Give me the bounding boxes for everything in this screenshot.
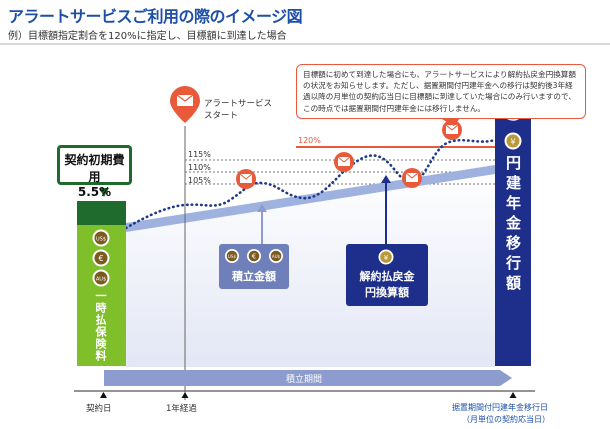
initial-cost-block [77,201,126,225]
level-110-label: 110% [188,163,211,172]
keiyaku-cost-title: 契約初期費用 [64,153,125,184]
keiyaku-cost-rate: 5.5% [77,185,112,199]
period-arrow [104,370,512,386]
keiyaku-cost-callout: 契約初期費用 5.5% [57,145,132,199]
title-divider [0,43,610,45]
page-subtitle: 例）目標額指定割合を120%に指定し、目標額に到達した場合 [8,31,287,42]
left-bar-label: 一時払保険料 [94,290,107,362]
mail-icon [236,169,256,189]
alert-start-pin-icon [170,86,200,123]
alert-note-callout: 目標額に初めて到達した場合にも、アラートサービスにより解約払戻金円換算額の状況を… [296,64,586,119]
kaiyaku-fluctuation-line [124,138,497,230]
level-120-label: 120% [298,136,321,145]
euro-coin-icon: € [92,249,110,267]
note-pointer [440,118,460,126]
axis-start-label: 契約日 [86,404,112,414]
yen-coin-icon: ¥ [504,132,522,150]
svg-text:€: € [252,253,256,261]
svg-text:¥: ¥ [510,138,515,147]
end-marker [509,392,517,398]
axis-end-label-line2: （月単位の契約応当日） [462,415,550,424]
alert-start-label-line1: アラートサービス [204,99,273,109]
mail-icon [402,168,422,188]
usd-coin-icon: US$ [92,229,110,247]
yen-coin-icon: ¥ [378,249,394,265]
level-115-label: 115% [188,150,211,159]
axis-one-year-label: 1年経過 [166,404,197,414]
usd-coin-icon: US$ [225,249,239,263]
right-bar-label: 円建年金移行額 [504,155,522,295]
one-year-marker [181,392,189,398]
start-marker [100,392,107,398]
svg-text:¥: ¥ [384,254,389,262]
keiyaku-callout-pointer [99,188,109,197]
mail-icon [334,152,354,172]
svg-text:€: € [98,254,103,263]
alert-start-label-line2: スタート [204,111,239,121]
svg-text:US$: US$ [228,254,236,259]
page-title: アラートサービスご利用の際のイメージ図 [8,7,303,26]
level-105-label: 105% [188,176,211,185]
svg-text:AU$: AU$ [272,254,281,259]
right-nenkin-bar [495,112,531,366]
euro-coin-icon: € [247,249,261,263]
kaiyaku-pointer-arrow [381,175,391,183]
mail-icon [442,120,462,140]
aud-coin-icon: AU$ [269,249,283,263]
tsumitate-label: 積立金額 [232,270,276,283]
kaiyaku-box [346,244,428,306]
growth-area [126,168,495,367]
kaiyaku-label-line2: 円換算額 [365,286,409,299]
svg-text:US$: US$ [96,237,106,243]
svg-text:AU$: AU$ [96,277,106,283]
period-label: 積立期間 [285,375,322,385]
axis-end-label-line1: 据置期間付円建年金移行日 [452,403,548,412]
kaiyaku-label-line1: 解約払戻金 [359,270,415,283]
tsumitate-pointer-arrow [257,204,267,212]
aud-coin-icon: AU$ [92,269,110,287]
